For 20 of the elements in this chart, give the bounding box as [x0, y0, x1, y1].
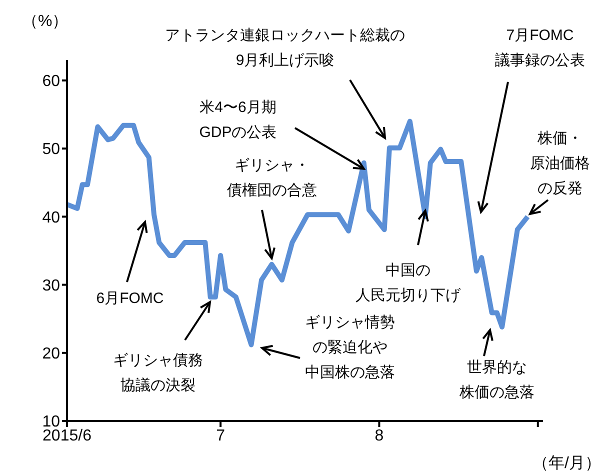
y-tick-label: 50 — [42, 141, 60, 158]
annotation: 世界的な株価の急落 — [458, 359, 534, 401]
x-tick-label: 7 — [216, 427, 226, 444]
y-tick-label: 20 — [42, 346, 60, 363]
x-tick-label: 8 — [374, 427, 384, 444]
x-tick-label: 2015/6 — [42, 427, 92, 444]
x-axis-title: （年/月） — [532, 455, 601, 472]
annotation: ギリシャ情勢の緊迫化や中国株の急落 — [305, 314, 395, 381]
y-tick-label: 30 — [42, 277, 60, 294]
annotation: アトランタ連銀ロックハート総裁の9月利上げ示唆 — [165, 27, 405, 69]
annotation: 6月FOMC — [96, 290, 164, 307]
annotation: 株価・原油価格の反発 — [530, 130, 590, 197]
y-axis-title: （%） — [22, 13, 68, 30]
annotation: ギリシャ・債権団の合意 — [227, 157, 317, 199]
y-tick-label: 40 — [42, 209, 60, 226]
annotation: 7月FOMC 議事録の公表 — [495, 27, 585, 69]
y-tick-label: 60 — [42, 73, 60, 90]
annotation: 中国の人民元切り下げ — [356, 262, 462, 304]
annotation: 米4〜6月期 GDPの公表 — [199, 99, 277, 141]
annotation: ギリシャ債務協議の決裂 — [113, 352, 203, 394]
